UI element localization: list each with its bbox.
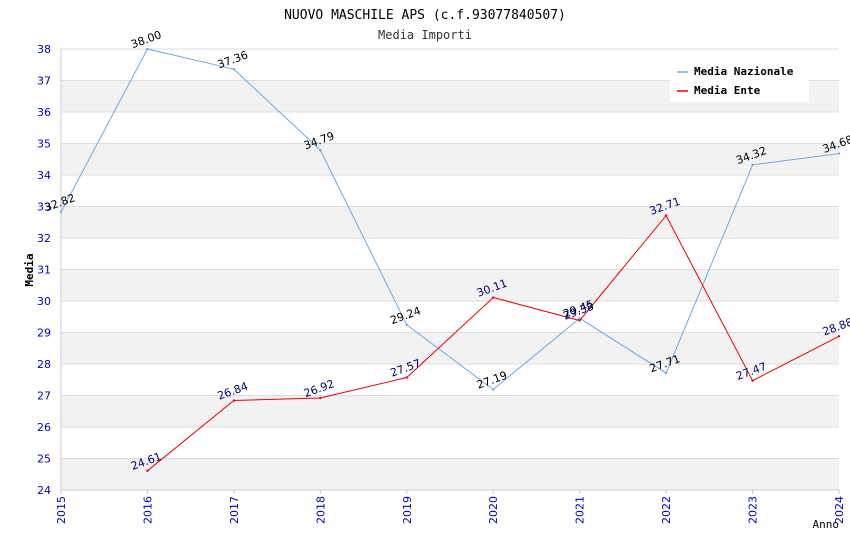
data-point: [578, 319, 581, 322]
grid-band: [61, 143, 839, 175]
axes: 24 25 26 27 28 29 30 31 32 33 34 35 36 37 38 2015 2016 20…: [37, 43, 846, 524]
y-tick-label: 32: [37, 232, 51, 245]
data-point: [751, 379, 754, 382]
x-tick-label: 2019: [401, 496, 414, 524]
data-point: [59, 210, 63, 214]
grid-band: [61, 458, 839, 490]
data-point: [837, 335, 841, 338]
y-tick-label: 31: [37, 264, 51, 277]
series-line-0: [60, 48, 840, 391]
chart-title: NUOVO MASCHILE APS (c.f.93077840507): [284, 8, 566, 23]
x-tick-label: 2021: [574, 496, 587, 524]
y-tick-label: 38: [37, 43, 51, 56]
data-point: [232, 67, 236, 71]
y-tick-label: 24: [37, 484, 51, 497]
data-point: [492, 296, 495, 299]
grid-band: [61, 206, 839, 238]
x-tick-label: 2016: [141, 496, 154, 524]
legend-box: [670, 60, 809, 102]
y-tick-label: 28: [37, 358, 51, 371]
legend-label-nazionale: Media Nazionale: [694, 65, 794, 78]
data-label: 37.36: [216, 48, 250, 71]
chart-subtitle: Media Importi: [378, 28, 472, 42]
grid-bands: [61, 48, 839, 491]
data-point: [146, 469, 149, 472]
data-label: 38.00: [129, 28, 163, 51]
data-point: [751, 163, 754, 167]
grid-band: [61, 269, 839, 301]
x-axis-title: Anno: [813, 518, 840, 531]
x-tick-label: 2018: [314, 496, 327, 524]
data-point: [664, 214, 668, 217]
data-point: [232, 399, 236, 402]
data-point: [837, 152, 841, 155]
x-tick-label: 2022: [660, 496, 673, 524]
y-tick-label: 34: [37, 169, 51, 182]
x-tick-label: 2023: [747, 496, 760, 524]
x-tick-label: 2020: [487, 496, 500, 524]
x-tick-label: 2015: [55, 496, 68, 524]
data-point: [578, 317, 581, 320]
y-tick-label: 27: [37, 390, 51, 403]
legend-label-ente: Media Ente: [694, 84, 761, 97]
x-tick-label: 2024: [833, 496, 846, 524]
y-tick-label: 25: [37, 453, 51, 466]
legend: Media Nazionale Media Ente: [670, 60, 809, 102]
series-lines: [59, 47, 841, 472]
data-label: 29.24: [389, 304, 423, 327]
data-point: [319, 148, 322, 152]
y-tick-label: 33: [37, 201, 51, 214]
data-point: [405, 376, 408, 379]
x-tick-label: 2017: [228, 496, 241, 524]
y-tick-label: 29: [37, 327, 51, 340]
y-tick-label: 30: [37, 295, 51, 308]
data-point: [319, 396, 322, 400]
y-axis-title: Media: [23, 253, 36, 286]
y-tick-label: 35: [37, 138, 51, 151]
y-tick-label: 36: [37, 106, 51, 119]
data-point: [664, 371, 668, 375]
y-tick-label: 26: [37, 421, 51, 434]
grid-band: [61, 395, 839, 427]
data-point: [146, 47, 149, 51]
y-tick-label: 37: [37, 75, 51, 88]
data-point: [405, 323, 408, 327]
data-point: [492, 388, 495, 391]
